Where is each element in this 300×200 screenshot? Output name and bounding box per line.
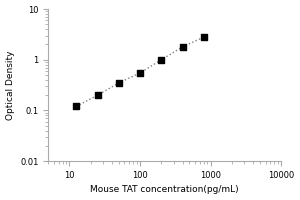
Point [74,105,79,108]
Point [138,71,142,75]
Point [202,35,206,39]
Point [180,45,185,48]
Point [116,81,121,84]
Point [95,94,100,97]
X-axis label: Mouse TAT concentration(pg/mL): Mouse TAT concentration(pg/mL) [91,185,239,194]
Point [159,58,164,61]
Y-axis label: Optical Density: Optical Density [6,50,15,120]
